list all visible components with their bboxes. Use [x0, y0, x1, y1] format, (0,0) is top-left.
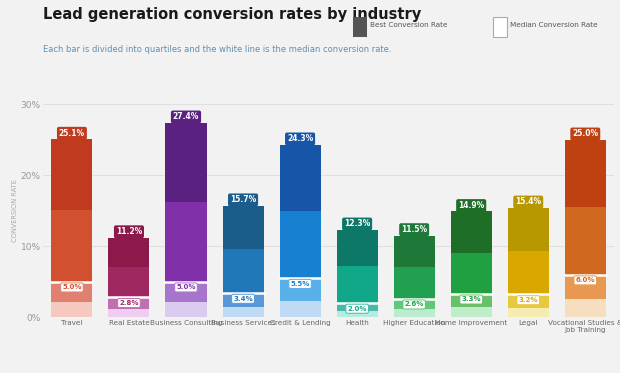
Bar	[280, 278, 321, 301]
Bar	[394, 267, 435, 299]
Bar	[51, 302, 92, 317]
Bar	[451, 307, 492, 317]
Bar	[223, 206, 264, 250]
Bar	[451, 211, 492, 253]
Text: 5.5%: 5.5%	[290, 281, 310, 287]
Text: 12.3%: 12.3%	[344, 219, 370, 228]
Text: Each bar is divided into quartiles and the white line is the median conversion r: Each bar is divided into quartiles and t…	[43, 45, 392, 54]
Text: 15.7%: 15.7%	[230, 195, 256, 204]
Bar	[166, 202, 206, 282]
Bar	[108, 297, 149, 309]
Text: 25.0%: 25.0%	[572, 129, 598, 138]
Text: 5.0%: 5.0%	[176, 285, 196, 291]
Bar	[508, 294, 549, 307]
Text: 14.9%: 14.9%	[458, 201, 484, 210]
Bar	[166, 123, 206, 202]
Bar	[565, 275, 606, 299]
Text: 3.4%: 3.4%	[233, 296, 253, 302]
Text: 3.3%: 3.3%	[461, 297, 481, 303]
Text: 15.4%: 15.4%	[515, 197, 541, 207]
Bar	[108, 267, 149, 297]
Bar	[280, 211, 321, 278]
Bar	[223, 293, 264, 307]
Bar	[451, 294, 492, 307]
Bar	[565, 140, 606, 207]
Bar	[451, 253, 492, 294]
Text: Median Conversion Rate: Median Conversion Rate	[510, 22, 597, 28]
Bar	[280, 301, 321, 317]
Text: Lead generation conversion rates by industry: Lead generation conversion rates by indu…	[43, 7, 422, 22]
Bar	[280, 145, 321, 211]
Text: Best Conversion Rate: Best Conversion Rate	[370, 22, 448, 28]
Text: 25.1%: 25.1%	[59, 129, 85, 138]
Bar	[337, 311, 378, 317]
Text: 6.0%: 6.0%	[575, 278, 595, 283]
Bar	[394, 299, 435, 309]
Bar	[51, 139, 92, 210]
Bar	[51, 210, 92, 282]
Text: 24.3%: 24.3%	[287, 134, 313, 143]
Bar	[223, 250, 264, 293]
Bar	[565, 299, 606, 317]
Bar	[565, 207, 606, 275]
Bar	[337, 266, 378, 303]
Bar	[337, 230, 378, 266]
Bar	[508, 251, 549, 294]
Text: 11.5%: 11.5%	[401, 225, 427, 234]
Bar	[108, 238, 149, 267]
Bar	[337, 303, 378, 311]
Bar	[394, 309, 435, 317]
Bar	[166, 282, 206, 302]
Bar	[508, 307, 549, 317]
Text: 3.2%: 3.2%	[518, 297, 538, 303]
Text: 2.8%: 2.8%	[119, 300, 139, 306]
Bar	[108, 309, 149, 317]
Text: 2.6%: 2.6%	[404, 301, 424, 307]
Bar	[394, 236, 435, 267]
Bar	[508, 208, 549, 251]
Text: 2.0%: 2.0%	[347, 306, 367, 312]
Bar	[223, 307, 264, 317]
Text: 27.4%: 27.4%	[173, 112, 199, 122]
Text: 5.0%: 5.0%	[62, 285, 82, 291]
Bar	[51, 282, 92, 302]
Bar	[166, 302, 206, 317]
Text: 11.2%: 11.2%	[116, 227, 142, 236]
Y-axis label: CONVERSION RATE: CONVERSION RATE	[12, 179, 18, 242]
